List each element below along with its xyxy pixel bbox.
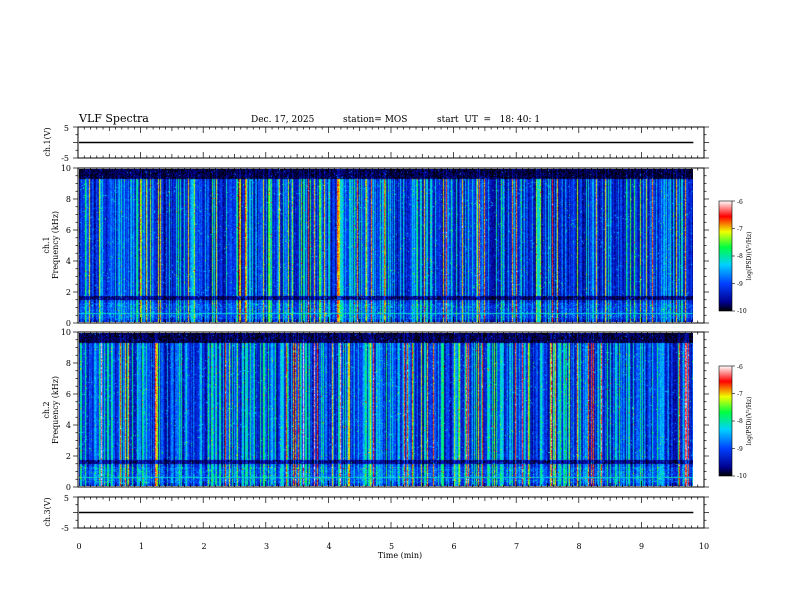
- x-tick-label: 5: [389, 542, 394, 551]
- ch2-colorbar: [718, 365, 733, 477]
- ch2-freq-ytick: 6: [66, 390, 71, 399]
- ch2-freq-ytick: 8: [66, 359, 71, 368]
- ch1-freq-ytick: 0: [66, 319, 71, 328]
- header-station: station= MOS: [343, 115, 408, 125]
- ch2-freq-ytick: 2: [66, 452, 71, 461]
- ch1-colorbar-tick: -8: [737, 253, 743, 260]
- ch2-colorbar-tick: -7: [737, 391, 743, 398]
- x-tick-label: 1: [139, 542, 144, 551]
- header-start-time: start UT = 18: 40: 1: [437, 115, 541, 125]
- ch1-freq-ytick: 8: [66, 195, 71, 204]
- ch1-spectrogram-channel-label: ch.1: [42, 236, 51, 253]
- ch2-spectrogram-ylabel: Frequency (kHz): [51, 376, 60, 444]
- x-tick-label: 0: [76, 542, 81, 551]
- ch1-spectrogram-image: [79, 169, 693, 322]
- ch2-colorbar-tick: -10: [737, 473, 747, 480]
- x-tick-label: 3: [264, 542, 269, 551]
- x-tick-label: 9: [639, 542, 644, 551]
- ch3-voltage-ylabel: ch.3(V): [43, 497, 52, 526]
- ch1-colorbar-label: log(PSD)(V²/Hz): [746, 232, 753, 281]
- x-tick-label: 2: [201, 542, 206, 551]
- ch1-spectrogram-ylabel: Frequency (kHz): [51, 211, 60, 279]
- ch1-freq-ytick: 4: [66, 257, 71, 266]
- ch1-colorbar-ticks: [732, 200, 735, 312]
- ch1-voltage-ytick: 5: [64, 124, 69, 133]
- ch2-spectrogram-channel-label: ch.2: [42, 401, 51, 418]
- x-tick-labels: 0 1 2 3 4 5 6 7 8 9 10: [76, 542, 709, 551]
- ch1-colorbar: [718, 200, 733, 312]
- ch1-freq-ytick: 2: [66, 288, 71, 297]
- header-date: Dec. 17, 2025: [251, 115, 315, 125]
- ch2-colorbar-ticks: [732, 365, 735, 477]
- ch1-freq-ytick: 6: [66, 226, 71, 235]
- ch1-freq-ytick: 10: [61, 164, 71, 173]
- axis-ticks: [73, 126, 709, 529]
- x-tick-label: 6: [451, 542, 456, 551]
- x-axis-title: Time (min): [378, 551, 422, 560]
- ch1-colorbar-tick: -7: [737, 226, 743, 233]
- ch2-freq-ytick: 4: [66, 421, 71, 430]
- x-tick-label: 7: [514, 542, 519, 551]
- ch2-colorbar-tick: -8: [737, 418, 743, 425]
- ch1-colorbar-tick: -9: [737, 281, 743, 288]
- ch2-colorbar-tick: -6: [737, 364, 743, 371]
- ch2-spectrogram-image: [79, 333, 693, 486]
- x-tick-label: 10: [699, 542, 709, 551]
- ch2-colorbar-tick: -9: [737, 446, 743, 453]
- ch2-colorbar-label: log(PSD)(V²/Hz): [746, 397, 753, 446]
- ch2-freq-ytick: 0: [66, 483, 71, 492]
- x-tick-label: 4: [326, 542, 331, 551]
- ch1-colorbar-tick: -6: [737, 199, 743, 206]
- chart-title: VLF Spectra: [79, 112, 149, 125]
- ch3-voltage-ytick: 5: [64, 494, 69, 503]
- ch3-voltage-ytick: -5: [61, 524, 69, 533]
- ch1-voltage-ylabel: ch.1(V): [43, 127, 52, 156]
- ch1-voltage-ytick: -5: [61, 154, 69, 163]
- ch2-freq-ytick: 10: [61, 328, 71, 337]
- ch1-colorbar-tick: -10: [737, 308, 747, 315]
- x-tick-label: 8: [576, 542, 581, 551]
